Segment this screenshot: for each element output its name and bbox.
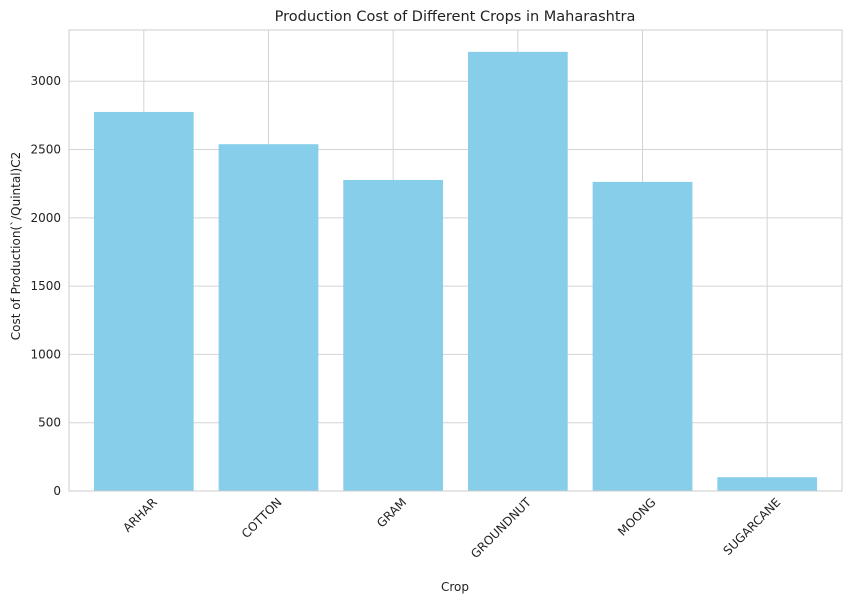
bar-groundnut	[467, 51, 568, 491]
plot-frame	[68, 29, 843, 492]
x-tick-label: SUGARCANE	[721, 495, 784, 558]
y-tick-label: 0	[53, 484, 61, 498]
x-tick-label: GROUNDNUT	[468, 495, 534, 561]
bar-cotton	[218, 144, 319, 491]
y-tick-label: 1000	[30, 347, 61, 361]
y-tick-label: 2500	[30, 143, 61, 157]
y-axis-label: Cost of Production(`/Quintal)C2	[9, 152, 23, 341]
bar-sugarcane	[717, 477, 818, 491]
x-tick-label: GRAM	[374, 495, 409, 530]
bar-arhar	[93, 111, 194, 491]
y-tick-label: 500	[38, 416, 61, 430]
x-axis-ticks: ARHAR COTTON GRAM GROUNDNUT MOONG SUGARCANE	[120, 495, 783, 561]
y-axis-ticks: 0 500 1000 1500 2000 2500 3000	[30, 74, 61, 498]
x-tick-label: ARHAR	[120, 495, 160, 535]
chart-title: Production Cost of Different Crops in Ma…	[275, 9, 636, 25]
bar-moong	[592, 181, 693, 491]
y-tick-label: 2000	[30, 211, 61, 225]
x-tick-label: MOONG	[615, 495, 659, 539]
x-axis-label: Crop	[441, 580, 469, 594]
bar-gram	[343, 179, 444, 491]
bars	[93, 51, 818, 491]
x-tick-label: COTTON	[239, 495, 285, 541]
y-tick-label: 1500	[30, 279, 61, 293]
y-tick-label: 3000	[30, 74, 61, 88]
